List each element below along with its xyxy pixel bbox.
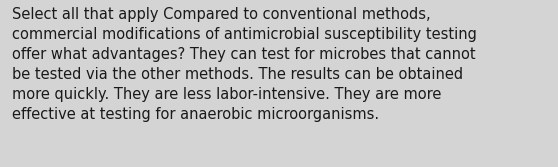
Text: Select all that apply Compared to conventional methods,
commercial modifications: Select all that apply Compared to conven… <box>12 7 477 122</box>
